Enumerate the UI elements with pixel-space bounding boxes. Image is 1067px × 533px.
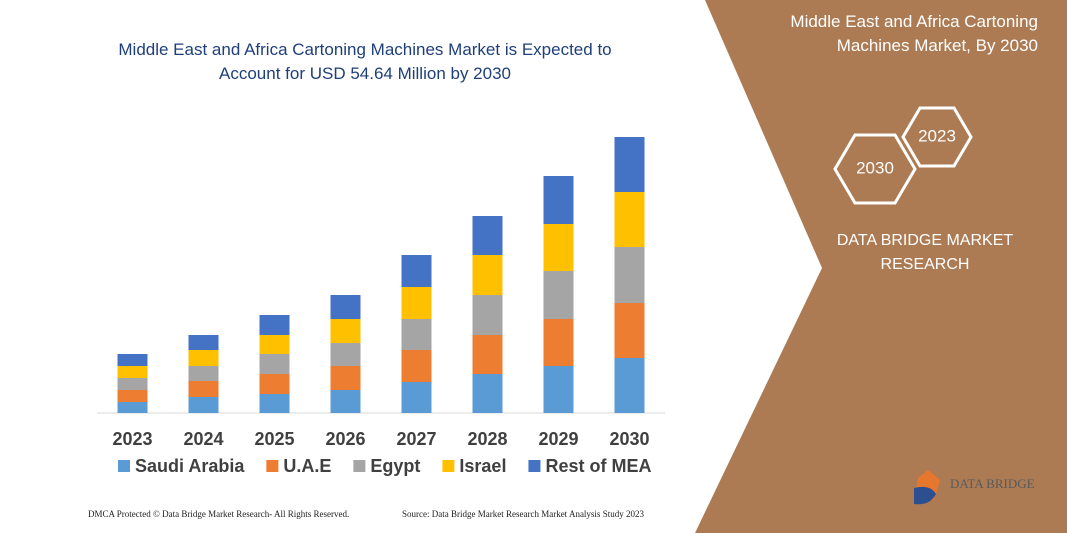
hexagon (833, 133, 917, 205)
hex-label: 2023 (918, 126, 956, 145)
bar-segment (472, 295, 503, 335)
bar-segment (188, 366, 219, 381)
bar-segment (472, 374, 503, 413)
bar-segment (188, 350, 219, 366)
x-tick-label: 2027 (396, 429, 436, 449)
bar-segment (330, 343, 361, 366)
bar-segment (543, 319, 574, 366)
bar-segment (259, 394, 290, 413)
bar-segment (614, 358, 645, 413)
bar-segment (117, 354, 148, 366)
bar-segment (259, 315, 290, 335)
bar-segment (472, 255, 503, 295)
bar-segment (614, 247, 645, 303)
bar-segment (543, 224, 574, 271)
bar-segment (117, 378, 148, 390)
bar-segment (472, 335, 503, 374)
legend-swatch (442, 460, 455, 472)
bar-segment (543, 176, 574, 224)
hexagon (901, 106, 973, 168)
bar-segment (401, 287, 432, 319)
x-tick-label: 2023 (112, 429, 152, 449)
bar-segment (543, 271, 574, 319)
bar-segment (401, 319, 432, 350)
legend-swatch (528, 460, 541, 472)
bar-segment (401, 382, 432, 413)
panel-heading: Middle East and Africa Cartoning Machine… (790, 12, 1038, 55)
hex-label: 2030 (856, 158, 894, 177)
x-tick-label: 2025 (254, 429, 294, 449)
x-tick-label: 2026 (325, 429, 365, 449)
bar-segment (330, 390, 361, 413)
chart-title: Middle East and Africa Cartoning Machine… (118, 40, 612, 83)
legend-label: Saudi Arabia (135, 456, 245, 476)
bar-segment (614, 192, 645, 247)
legend-label: U.A.E (283, 456, 331, 476)
bar-segment (259, 374, 290, 394)
legend-swatch (266, 460, 279, 472)
bar-segment (188, 397, 219, 413)
panel-brand: DATA BRIDGE MARKET RESEARCH (836, 232, 1014, 273)
dmca-note: DMCA Protected © Data Bridge Market Rese… (88, 509, 350, 519)
bar-segment (117, 390, 148, 402)
x-tick-label: 2028 (467, 429, 507, 449)
bar-segment (543, 366, 574, 413)
logo-text: DATA BRIDGE (950, 476, 1035, 491)
legend-label: Israel (459, 456, 506, 476)
bar-segment (188, 381, 219, 397)
bar-segment (614, 303, 645, 358)
source-note: Source: Data Bridge Market Research Mark… (402, 509, 644, 519)
bar-segment (330, 366, 361, 390)
bar-segment (472, 216, 503, 255)
bar-segment (401, 255, 432, 287)
legend-swatch (118, 460, 130, 472)
logo-icon (914, 486, 936, 505)
x-tick-label: 2029 (538, 429, 578, 449)
x-tick-label: 2024 (183, 429, 223, 449)
bar-segment (401, 350, 432, 382)
legend-swatch (353, 460, 366, 472)
bar-segment (188, 335, 219, 350)
side-panel (695, 0, 1067, 533)
bar-segment (117, 402, 148, 413)
legend-label: Egypt (370, 456, 420, 476)
bar-segment (117, 366, 148, 378)
legend-label: Rest of MEA (545, 456, 651, 476)
bar-segment (614, 137, 645, 192)
bar-segment (259, 354, 290, 374)
x-tick-label: 2030 (609, 429, 649, 449)
bar-segment (330, 295, 361, 319)
bar-segment (259, 335, 290, 354)
bar-segment (330, 319, 361, 343)
